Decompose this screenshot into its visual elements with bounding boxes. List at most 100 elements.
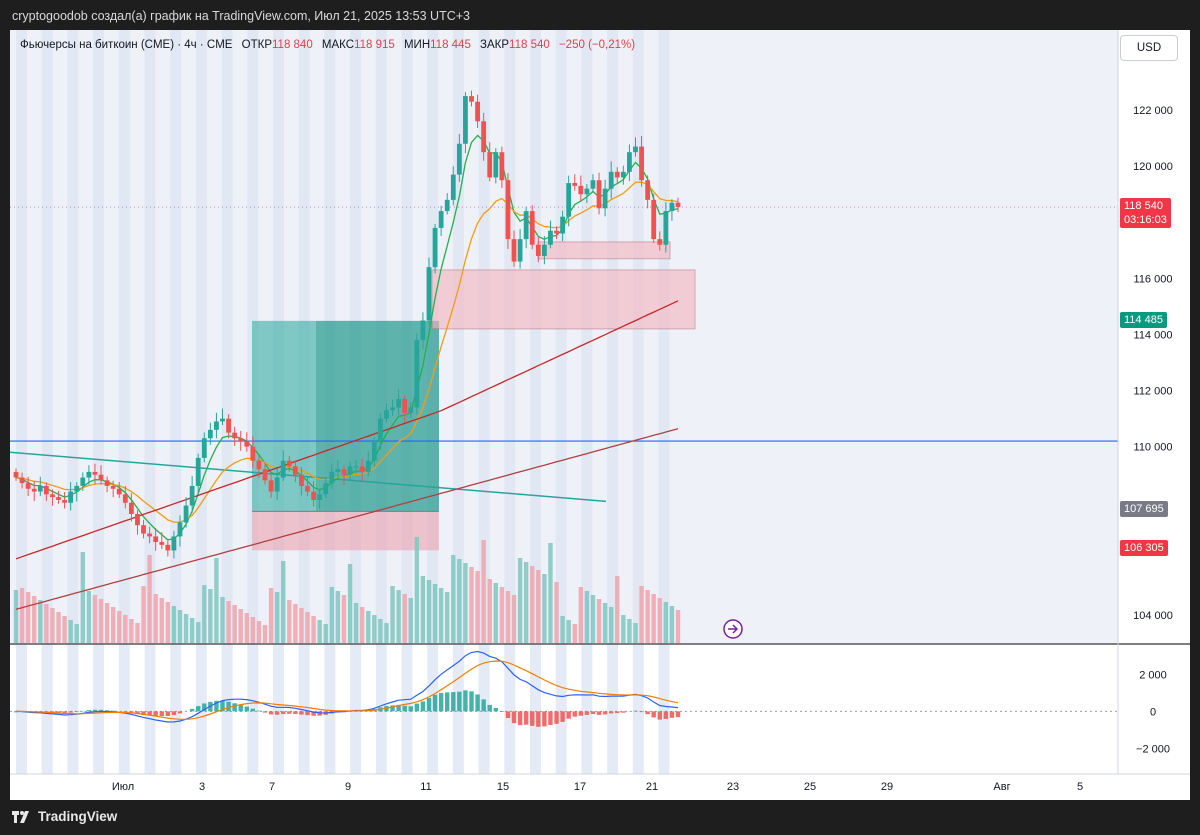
volume-bar — [86, 591, 92, 643]
candle-body — [499, 152, 505, 181]
currency-button[interactable]: USD — [1120, 35, 1178, 61]
candle-body — [633, 146, 638, 153]
volume-bar — [590, 595, 596, 643]
macd-pane: 2 000 0 −2 000 — [10, 650, 1170, 755]
candle — [341, 465, 347, 485]
open-value: 118 840 — [272, 39, 313, 51]
volume-bar — [621, 615, 626, 643]
candle-body — [365, 460, 371, 472]
candle — [195, 453, 201, 496]
session-band — [478, 30, 490, 774]
volume-bar — [311, 616, 316, 643]
candle-body — [627, 152, 632, 172]
macd-histogram-bar — [566, 711, 571, 719]
volume-bar — [560, 616, 565, 643]
volume-bar — [475, 571, 480, 643]
candle — [602, 179, 608, 217]
candle — [220, 408, 225, 426]
candle — [274, 468, 280, 500]
volume-bar — [153, 594, 158, 643]
session-band — [658, 30, 670, 774]
candle — [189, 475, 195, 513]
volume-bar — [287, 600, 292, 643]
macd-histogram-bar — [68, 711, 73, 713]
candle-body — [311, 491, 316, 500]
candle — [280, 450, 286, 482]
macd-histogram-bar — [608, 711, 614, 714]
macd-histogram-bar — [165, 711, 171, 717]
volume-bar — [171, 606, 177, 643]
volume-bar — [493, 583, 498, 643]
volume-bar — [390, 586, 395, 643]
candle-body — [183, 505, 189, 523]
candle-body — [450, 174, 456, 200]
volume-bar — [372, 615, 377, 643]
candle — [402, 395, 408, 423]
ema-mid-line — [15, 181, 679, 523]
macd-histogram-bar — [469, 691, 474, 712]
candle — [566, 175, 572, 227]
macd-histogram-bar — [596, 711, 602, 715]
candle — [19, 472, 25, 489]
candle — [614, 167, 620, 183]
volume-bar — [530, 566, 535, 643]
candle-body — [432, 227, 438, 268]
candle — [335, 459, 341, 480]
candle-body — [292, 466, 298, 475]
candle-body — [50, 494, 55, 498]
candle-body — [135, 513, 140, 526]
candle — [31, 480, 37, 501]
session-band — [607, 30, 619, 774]
candle-body — [572, 183, 578, 186]
macd-histogram-bar — [396, 704, 401, 712]
session-band — [452, 30, 464, 774]
macd-histogram-bar — [171, 711, 177, 715]
candle-body — [13, 471, 19, 478]
macd-histogram-bar — [62, 711, 67, 714]
macd-histogram-bar — [86, 710, 92, 712]
volume-bar — [68, 620, 73, 643]
candle-body — [359, 466, 365, 472]
time-tick-label: 9 — [345, 781, 351, 793]
macd-histogram-bar — [56, 711, 61, 714]
candle-body — [529, 211, 535, 245]
candle — [378, 413, 383, 450]
candle-body — [280, 460, 286, 478]
macd-histogram-bar — [487, 704, 492, 712]
candle-body — [122, 494, 128, 503]
candle-body — [25, 483, 31, 489]
macd-histogram-bar — [554, 711, 559, 724]
volume-bar — [608, 607, 614, 643]
volume-bar — [396, 590, 401, 643]
candle — [323, 476, 329, 499]
session-band — [530, 30, 541, 774]
candle — [128, 493, 134, 522]
candle-body — [475, 101, 480, 122]
macd-histogram-bar — [256, 710, 262, 712]
volume-bar — [226, 601, 231, 643]
replay-icon[interactable] — [723, 619, 743, 639]
candle — [201, 432, 207, 463]
volume-bar — [384, 623, 389, 643]
volume-bar — [25, 592, 31, 643]
high-label: МАКС — [321, 39, 355, 51]
macd-histogram-bar — [147, 711, 152, 716]
volume-bar — [366, 611, 371, 643]
macd-histogram-bar — [299, 711, 304, 715]
macd-histogram-bar — [633, 710, 638, 712]
candle — [135, 510, 140, 535]
volume-bar — [481, 540, 486, 643]
candle-body — [620, 171, 626, 178]
tradingview-logo[interactable]: TradingView — [12, 809, 117, 824]
candle-body — [74, 485, 80, 492]
volume-bar — [244, 613, 249, 643]
macd-histogram-bar — [189, 708, 195, 712]
candle — [408, 402, 414, 418]
ema-long-line — [15, 428, 679, 610]
candlestick-series — [13, 90, 681, 559]
candle — [226, 414, 231, 439]
volume-bar — [341, 595, 347, 643]
candle-body — [268, 480, 274, 492]
candle — [110, 480, 116, 498]
